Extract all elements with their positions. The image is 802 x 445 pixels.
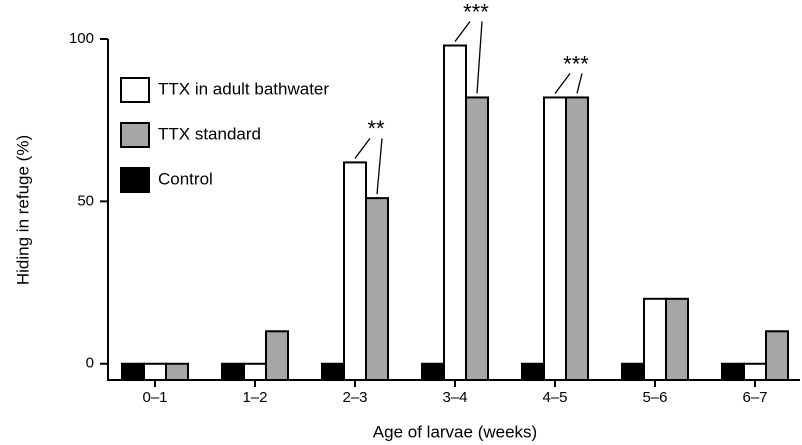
bar xyxy=(365,197,389,381)
bar xyxy=(765,330,789,381)
legend-swatch xyxy=(120,122,150,148)
y-tick-label: 0 xyxy=(86,355,94,372)
x-tick-label: 4–5 xyxy=(542,389,567,406)
x-axis-title: Age of larvae (weeks) xyxy=(373,422,537,441)
bar xyxy=(321,362,345,381)
bar xyxy=(143,362,167,381)
bar xyxy=(421,362,445,381)
y-axis-title: Hiding in refuge (%) xyxy=(13,135,32,285)
bar xyxy=(721,362,745,381)
annotation-line xyxy=(476,21,483,94)
bar xyxy=(343,161,367,381)
bar xyxy=(465,96,489,381)
legend-swatch xyxy=(120,77,150,103)
bar xyxy=(521,362,545,381)
annotation: *** xyxy=(463,0,489,24)
bar xyxy=(265,330,289,381)
legend-swatch xyxy=(120,167,150,193)
bar xyxy=(565,96,589,381)
annotation: *** xyxy=(563,51,589,76)
x-tick-label: 2–3 xyxy=(342,389,367,406)
bar xyxy=(221,362,245,381)
x-tick-label: 6–7 xyxy=(742,389,767,406)
legend-label: Control xyxy=(158,169,213,188)
bar xyxy=(443,44,467,381)
bar xyxy=(243,362,267,381)
x-tick-label: 5–6 xyxy=(642,389,667,406)
bar xyxy=(165,362,189,381)
annotation-line xyxy=(354,138,371,159)
legend-label: TTX standard xyxy=(158,124,261,143)
x-tick-label: 0–1 xyxy=(142,389,167,406)
x-tick-label: 3–4 xyxy=(442,389,467,406)
annotation-line xyxy=(454,21,471,42)
y-tick-label: 100 xyxy=(69,30,94,47)
annotation: ** xyxy=(367,116,385,141)
bar xyxy=(121,362,145,381)
bar xyxy=(665,297,689,381)
bar xyxy=(643,297,667,381)
bar xyxy=(621,362,645,381)
x-tick-label: 1–2 xyxy=(242,389,267,406)
bar xyxy=(543,96,567,381)
bar xyxy=(743,362,767,381)
legend-label: TTX in adult bathwater xyxy=(158,79,329,98)
annotation-line xyxy=(576,73,583,94)
annotation-line xyxy=(554,73,571,94)
y-tick-label: 50 xyxy=(77,192,94,209)
annotation-line xyxy=(376,138,383,195)
